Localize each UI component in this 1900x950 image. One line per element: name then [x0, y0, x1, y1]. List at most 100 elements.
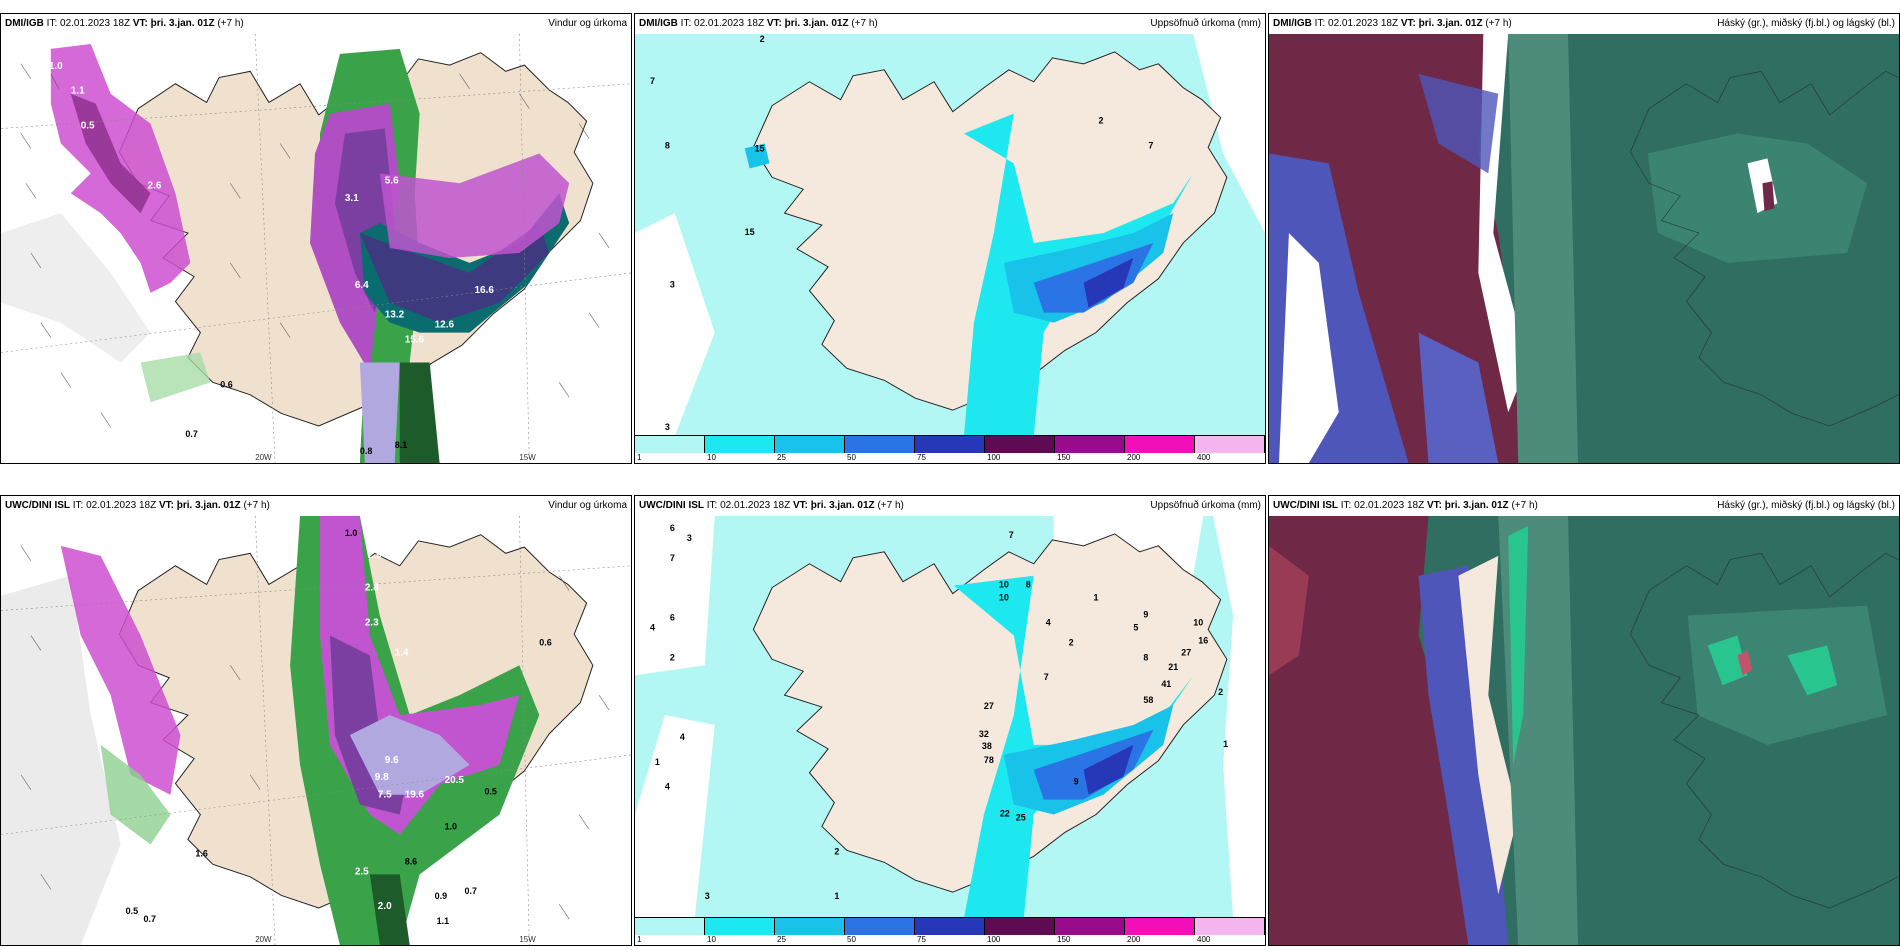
map-accum-precip: 6 3 7 4 6 2 7 10 10 8 7 4 2 1 9 5 8 10 1… [635, 516, 1265, 918]
valid-time: VT: þri. 3.jan. 01Z [158, 500, 241, 511]
panel-header: UWC/DINI ISL IT: 02.01.2023 18Z VT: þri.… [1, 496, 631, 516]
precip-label: 22 [1000, 809, 1010, 819]
precip-label: 2 [1069, 637, 1074, 647]
precip-label: 8 [1026, 580, 1031, 590]
wind-label: 13.2 [385, 310, 405, 321]
precip-label: 6 [670, 523, 675, 533]
precip-label: 2 [760, 34, 765, 44]
precip-label: 9 [1143, 610, 1148, 620]
cb-tick: 1 [637, 453, 642, 462]
wind-label: 16.6 [474, 285, 494, 296]
wind-label: 0.7 [185, 429, 197, 439]
panel-title: Uppsöfnuð úrkoma (mm) [1150, 500, 1261, 511]
wind-label: 5.6 [385, 175, 399, 186]
cb-tick: 400 [1197, 453, 1211, 462]
wind-label: 8.6 [405, 856, 417, 866]
panel-header: DMI/IGB IT: 02.01.2023 18Z VT: þri. 3.ja… [1, 14, 631, 34]
init-time: IT: 02.01.2023 18Z [1340, 500, 1425, 511]
init-time: IT: 02.01.2023 18Z [706, 500, 791, 511]
colorbar-seg [1125, 918, 1195, 935]
precip-label: 8 [665, 140, 670, 150]
wind-label: 1.0 [49, 61, 63, 72]
cb-tick: 400 [1197, 935, 1211, 944]
colorbar-ticks: 1 10 25 50 75 100 150 200 400 [635, 935, 1265, 945]
colorbar-seg [845, 436, 915, 453]
panel-header: UWC/DINI ISL IT: 02.01.2023 18Z VT: þri.… [1269, 496, 1899, 516]
precip-label: 3 [687, 533, 692, 543]
precip-label: 4 [665, 782, 670, 792]
wind-label: 19.6 [405, 790, 425, 801]
panel-wind-uwc: UWC/DINI ISL IT: 02.01.2023 18Z VT: þri.… [0, 495, 632, 946]
colorbar-seg [1055, 918, 1125, 935]
colorbar-seg [1125, 436, 1195, 453]
precip-label: 1 [1223, 739, 1228, 749]
wind-label: 0.5 [81, 121, 95, 132]
precip-label: 58 [1143, 695, 1153, 705]
wind-label: 6.4 [355, 280, 369, 291]
lon-label-20w: 20W [255, 935, 272, 944]
precip-label: 8 [1143, 652, 1148, 662]
wind-label: 20.5 [445, 775, 465, 786]
wind-label: 1.0 [345, 528, 357, 538]
panel-title: Vindur og úrkoma [548, 500, 627, 511]
cb-tick: 100 [987, 453, 1001, 462]
map-wind-precip: 1.0 1.1 0.5 3.1 5.6 6.4 13.2 15.6 12.6 1… [1, 34, 631, 463]
colorbar-seg [775, 918, 845, 935]
precip-label: 10 [1193, 617, 1203, 627]
valid-time: VT: þri. 3.jan. 01Z [1400, 18, 1483, 29]
lead-time: (+7 h) [877, 500, 904, 511]
colorbar-seg [1055, 436, 1125, 453]
colorbar-seg [1195, 436, 1265, 453]
lead-time: (+7 h) [243, 500, 270, 511]
wind-label: 1.4 [395, 647, 409, 658]
cb-tick: 75 [917, 453, 926, 462]
cb-tick: 10 [707, 453, 716, 462]
precip-label: 7 [1009, 530, 1014, 540]
map-clouds [1269, 516, 1899, 945]
precip-label: 16 [1198, 635, 1208, 645]
panel-header: UWC/DINI ISL IT: 02.01.2023 18Z VT: þri.… [635, 496, 1265, 516]
cb-tick: 50 [847, 453, 856, 462]
wind-label: 0.5 [126, 906, 138, 916]
wind-label: 0.7 [144, 914, 156, 924]
colorbar-seg [915, 918, 985, 935]
wind-label: 1.0 [445, 822, 457, 832]
precip-label: 78 [984, 755, 994, 765]
precip-label: 7 [1148, 140, 1153, 150]
wind-label: 1.6 [116, 255, 130, 266]
colorbar-seg [635, 436, 705, 453]
panel-title: Háský (gr.), miðský (fj.bl.) og lágský (… [1717, 500, 1895, 511]
cb-tick: 200 [1127, 935, 1141, 944]
colorbar-seg [705, 436, 775, 453]
precip-label: 2 [1218, 687, 1223, 697]
precip-label: 15 [745, 227, 755, 237]
precip-label: 7 [670, 553, 675, 563]
wind-label: 2.5 [355, 866, 369, 877]
panel-title: Vindur og úrkoma [548, 18, 627, 29]
wind-label: 2.8 [365, 583, 379, 594]
precip-label: 2 [834, 846, 839, 856]
colorbar-ticks: 1 10 25 50 75 100 150 200 400 [635, 453, 1265, 463]
precip-label: 5 [1133, 622, 1138, 632]
precip-label: 10 [999, 580, 1009, 590]
panel-clouds-dmi: DMI/IGB IT: 02.01.2023 18Z VT: þri. 3.ja… [1268, 13, 1900, 464]
colorbar-seg [1195, 918, 1265, 935]
wind-label: 9.8 [375, 772, 389, 783]
wind-label: 2.3 [365, 617, 379, 628]
cb-tick: 50 [847, 935, 856, 944]
panel-header: DMI/IGB IT: 02.01.2023 18Z VT: þri. 3.ja… [1269, 14, 1899, 34]
colorbar-seg [775, 436, 845, 453]
panel-precip-uwc: UWC/DINI ISL IT: 02.01.2023 18Z VT: þri.… [634, 495, 1266, 946]
wind-label: 8.1 [395, 440, 407, 450]
wind-label: 1.1 [437, 916, 449, 926]
wind-label: 9.6 [385, 755, 399, 766]
lead-time: (+7 h) [1485, 18, 1512, 29]
model-name: UWC/DINI ISL [5, 500, 70, 511]
model-name: UWC/DINI ISL [639, 500, 704, 511]
cb-tick: 100 [987, 935, 1001, 944]
precip-label: 10 [999, 593, 1009, 603]
wind-label: 0.9 [435, 891, 447, 901]
colorbar-seg [705, 918, 775, 935]
map-accum-precip: 2 7 8 15 15 3 2 7 3 [635, 34, 1265, 436]
precip-label: 9 [1074, 777, 1079, 787]
